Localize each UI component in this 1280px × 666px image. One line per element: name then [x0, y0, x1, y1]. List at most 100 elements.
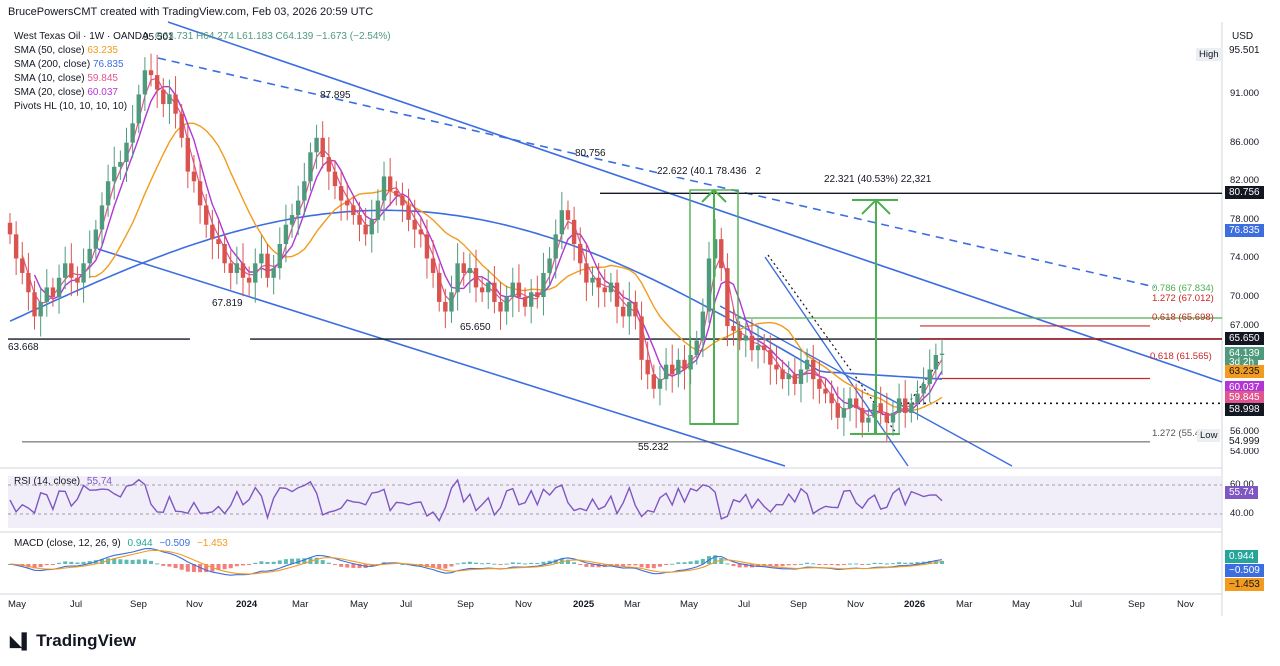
- candle-body: [308, 152, 313, 182]
- high-label: High: [1196, 48, 1222, 61]
- candle-body: [455, 263, 460, 293]
- candle-body: [449, 292, 454, 312]
- candle-body: [792, 374, 798, 384]
- candle-body: [234, 263, 240, 273]
- time-tick: 2024: [236, 599, 258, 610]
- sma-50-line: [89, 122, 943, 411]
- macd-bar: [106, 558, 111, 564]
- tradingview-logo[interactable]: ◣▌ TradingView: [10, 631, 136, 651]
- macd-bar: [290, 558, 295, 564]
- rsi-title[interactable]: RSI (14, close) 55.74: [14, 476, 112, 487]
- candle-body: [651, 374, 657, 389]
- indicator-value: 63.235: [87, 45, 118, 56]
- candle-body: [81, 263, 86, 283]
- macd-bar: [805, 562, 810, 564]
- channel-line-lower: [97, 248, 786, 467]
- macd-bar: [559, 558, 564, 564]
- candle-body: [283, 224, 289, 244]
- fib-label: 1.272 (55.4: [1152, 428, 1201, 439]
- macd-bar: [780, 564, 785, 567]
- price-label: 95.501: [1225, 43, 1264, 57]
- candle-body: [375, 200, 381, 220]
- macd-bar: [633, 564, 638, 566]
- indicator-row[interactable]: Pivots HL (10, 10, 10, 10): [14, 100, 391, 114]
- candle-body: [663, 364, 669, 380]
- macd-line: [9, 548, 943, 576]
- indicator-row[interactable]: SMA (200, close) 76.835: [14, 58, 391, 72]
- macd-bar: [155, 563, 160, 565]
- macd-bar: [817, 564, 822, 565]
- macd-bar: [271, 561, 276, 564]
- candle-body: [682, 359, 687, 370]
- fib-label: 0.618 (61.565): [1150, 351, 1212, 362]
- rsi-tick: 60.00: [1230, 479, 1254, 490]
- candle-body: [498, 301, 503, 312]
- candle-body: [253, 263, 258, 283]
- macd-bar: [627, 564, 632, 566]
- candle-body: [50, 287, 56, 298]
- candle-body: [670, 364, 675, 375]
- macd-title[interactable]: MACD (close, 12, 26, 9) 0.944 −0.509 −1.…: [14, 538, 228, 549]
- macd-bar: [431, 564, 436, 568]
- macd-bar: [498, 564, 503, 565]
- price-tick: 70.000: [1230, 291, 1260, 303]
- candle-body: [418, 229, 424, 235]
- candle-body: [222, 244, 227, 264]
- macd-bar: [247, 564, 252, 565]
- candle-body: [915, 393, 920, 404]
- macd-bar: [191, 564, 196, 572]
- candle-body: [412, 219, 417, 230]
- candle-body: [381, 176, 387, 201]
- candle-body: [216, 239, 221, 244]
- candle-body: [608, 282, 614, 293]
- drawing-objects: [97, 21, 1223, 467]
- macd-bar: [516, 562, 521, 564]
- indicator-row[interactable]: SMA (50, close) 63.235: [14, 44, 391, 58]
- macd-bar: [461, 562, 466, 564]
- macd-bar: [449, 564, 454, 567]
- candle-body: [712, 239, 718, 259]
- candle-body: [467, 268, 473, 273]
- candle-body: [148, 70, 154, 76]
- candle-body: [504, 297, 509, 312]
- candle-body: [357, 215, 362, 225]
- macd-bar: [57, 562, 62, 564]
- time-tick: Sep: [130, 599, 147, 610]
- indicator-row[interactable]: SMA (10, close) 59.845: [14, 72, 391, 86]
- price-axis[interactable]: 91.000 86.000 82.000 78.000 74.000 70.000 67.0…: [1222, 22, 1280, 470]
- candle-body: [578, 244, 583, 264]
- candle-body: [719, 239, 724, 269]
- macd-bar: [87, 561, 92, 564]
- macd-bar: [737, 564, 742, 568]
- macd-bar: [216, 564, 221, 570]
- price-tick: 54.000: [1230, 445, 1260, 457]
- candle-body: [473, 268, 479, 288]
- macd-bar: [369, 564, 374, 567]
- candle-body: [841, 408, 847, 418]
- time-tick: Mar: [956, 599, 973, 610]
- fib-label: 0.618 (65.698): [1152, 312, 1214, 323]
- macd-bar: [578, 564, 583, 565]
- macd-badge: 0.944: [1225, 550, 1259, 563]
- candle-body: [320, 137, 325, 158]
- macd-bar: [326, 562, 331, 564]
- macd-bar: [50, 564, 55, 565]
- logo-text: TradingView: [36, 631, 136, 650]
- macd-bar: [492, 563, 497, 565]
- macd-bar: [565, 559, 570, 564]
- candle-body: [179, 113, 184, 138]
- price-tick: 82.000: [1230, 175, 1260, 187]
- instrument-row[interactable]: West Texas Oil · 1W · OANDA O63.731 H64.…: [14, 30, 391, 44]
- time-tick: Jul: [1070, 599, 1083, 610]
- time-axis[interactable]: May Jul Sep Nov 2024 Mar May Jul Sep Nov 2025 Mar Ma…: [0, 598, 1222, 614]
- indicator-row[interactable]: SMA (20, close) 60.037: [14, 86, 391, 100]
- candle-body: [927, 369, 932, 384]
- macd-bar: [504, 563, 509, 565]
- macd-bar: [523, 563, 528, 565]
- candle-body: [620, 306, 626, 317]
- candle-body: [768, 350, 773, 365]
- candle-body: [590, 277, 595, 283]
- candle-body: [99, 205, 105, 230]
- macd-bar: [798, 563, 803, 565]
- candle-body: [210, 224, 215, 240]
